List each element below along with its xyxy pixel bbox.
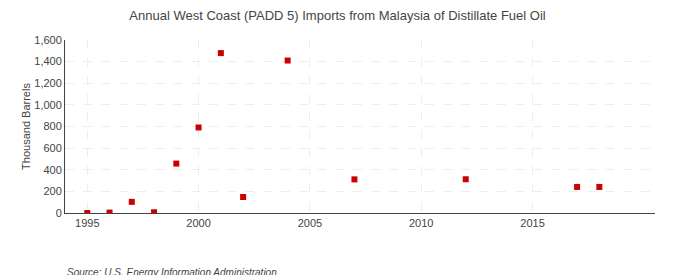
svg-text:1,200: 1,200 [34, 77, 62, 89]
svg-text:2010: 2010 [409, 217, 433, 229]
svg-text:Source: U.S. Energy Informatio: Source: U.S. Energy Information Administ… [67, 267, 277, 275]
svg-text:2015: 2015 [520, 217, 544, 229]
svg-text:2000: 2000 [186, 217, 210, 229]
svg-text:0: 0 [56, 207, 62, 219]
svg-text:1,000: 1,000 [34, 99, 62, 111]
svg-text:1,400: 1,400 [34, 55, 62, 67]
svg-text:600: 600 [43, 142, 61, 154]
svg-text:400: 400 [43, 164, 61, 176]
svg-text:800: 800 [43, 120, 61, 132]
svg-text:1,600: 1,600 [34, 34, 62, 46]
svg-text:Annual West Coast (PADD 5) Imp: Annual West Coast (PADD 5) Imports from … [129, 8, 545, 23]
svg-text:1995: 1995 [75, 217, 99, 229]
svg-text:Thousand Barrels: Thousand Barrels [20, 83, 32, 170]
svg-text:2005: 2005 [298, 217, 322, 229]
svg-text:200: 200 [43, 185, 61, 197]
